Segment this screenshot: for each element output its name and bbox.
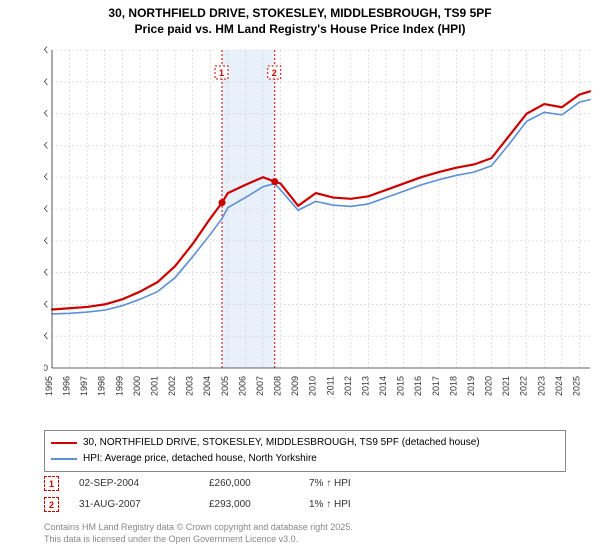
- svg-text:2000: 2000: [132, 376, 142, 396]
- svg-text:2020: 2020: [484, 376, 494, 396]
- svg-text:2007: 2007: [255, 376, 265, 396]
- svg-text:2006: 2006: [237, 376, 247, 396]
- sale-markers-table: 1 02-SEP-2004 £260,000 7% ↑ HPI 2 31-AUG…: [44, 476, 399, 518]
- svg-text:2014: 2014: [378, 376, 388, 396]
- svg-text:2003: 2003: [185, 376, 195, 396]
- svg-text:£350K: £350K: [44, 140, 48, 150]
- legend: 30, NORTHFIELD DRIVE, STOKESLEY, MIDDLES…: [44, 430, 566, 472]
- svg-text:2025: 2025: [571, 376, 581, 396]
- marker-badge-2: 2: [44, 497, 59, 512]
- svg-text:2011: 2011: [325, 376, 335, 395]
- svg-text:2004: 2004: [202, 376, 212, 396]
- svg-text:1998: 1998: [97, 376, 107, 396]
- svg-text:2001: 2001: [149, 376, 159, 396]
- svg-text:2013: 2013: [360, 376, 370, 396]
- svg-text:2010: 2010: [308, 376, 318, 396]
- svg-text:£400K: £400K: [44, 109, 48, 119]
- legend-swatch-hpi: [51, 458, 77, 460]
- svg-text:2018: 2018: [448, 376, 458, 396]
- svg-text:1996: 1996: [62, 376, 72, 396]
- marker-date-1: 02-SEP-2004: [79, 478, 189, 489]
- legend-swatch-property: [51, 442, 77, 444]
- svg-text:1999: 1999: [114, 376, 124, 396]
- svg-text:£150K: £150K: [44, 268, 48, 278]
- title-block: 30, NORTHFIELD DRIVE, STOKESLEY, MIDDLES…: [0, 0, 600, 37]
- svg-text:£200K: £200K: [44, 236, 48, 246]
- legend-label-hpi: HPI: Average price, detached house, Nort…: [83, 451, 317, 467]
- marker-row-1: 1 02-SEP-2004 £260,000 7% ↑ HPI: [44, 476, 399, 491]
- marker-row-2: 2 31-AUG-2007 £293,000 1% ↑ HPI: [44, 497, 399, 512]
- svg-text:2008: 2008: [273, 376, 283, 396]
- svg-text:£500K: £500K: [44, 46, 48, 55]
- svg-text:1997: 1997: [79, 376, 89, 396]
- svg-text:2021: 2021: [501, 376, 511, 396]
- svg-text:2002: 2002: [167, 376, 177, 396]
- svg-text:2019: 2019: [466, 376, 476, 396]
- svg-text:£250K: £250K: [44, 204, 48, 214]
- svg-text:2023: 2023: [536, 376, 546, 396]
- svg-text:1995: 1995: [44, 376, 54, 396]
- svg-text:2005: 2005: [220, 376, 230, 396]
- footer-line-2: This data is licensed under the Open Gov…: [44, 534, 353, 546]
- svg-text:2017: 2017: [431, 376, 441, 396]
- svg-text:2024: 2024: [554, 376, 564, 396]
- svg-text:£100K: £100K: [44, 299, 48, 309]
- svg-text:2009: 2009: [290, 376, 300, 396]
- marker-price-1: £260,000: [209, 478, 289, 489]
- svg-text:£0: £0: [44, 363, 48, 373]
- marker-pct-1: 7% ↑ HPI: [309, 478, 399, 489]
- svg-text:£300K: £300K: [44, 172, 48, 182]
- footer-line-1: Contains HM Land Registry data © Crown c…: [44, 522, 353, 534]
- svg-text:1: 1: [219, 68, 224, 78]
- marker-date-2: 31-AUG-2007: [79, 499, 189, 510]
- title-line-2: Price paid vs. HM Land Registry's House …: [0, 22, 600, 38]
- legend-row-hpi: HPI: Average price, detached house, Nort…: [51, 451, 559, 467]
- marker-price-2: £293,000: [209, 499, 289, 510]
- svg-text:2016: 2016: [413, 376, 423, 396]
- line-chart: £0 £50K £100K £150K £200K £250K £300K £350K £400…: [44, 46, 594, 416]
- legend-label-property: 30, NORTHFIELD DRIVE, STOKESLEY, MIDDLES…: [83, 435, 480, 451]
- footer-note: Contains HM Land Registry data © Crown c…: [44, 522, 353, 545]
- title-line-1: 30, NORTHFIELD DRIVE, STOKESLEY, MIDDLES…: [0, 6, 600, 22]
- svg-text:£450K: £450K: [44, 77, 48, 87]
- marker-badge-1: 1: [44, 476, 59, 491]
- svg-text:2015: 2015: [396, 376, 406, 396]
- marker-pct-2: 1% ↑ HPI: [309, 499, 399, 510]
- svg-text:2: 2: [272, 68, 277, 78]
- svg-text:2022: 2022: [519, 376, 529, 396]
- svg-text:£50K: £50K: [44, 331, 48, 341]
- chart-container: 30, NORTHFIELD DRIVE, STOKESLEY, MIDDLES…: [0, 0, 600, 560]
- legend-row-property: 30, NORTHFIELD DRIVE, STOKESLEY, MIDDLES…: [51, 435, 559, 451]
- svg-text:2012: 2012: [343, 376, 353, 396]
